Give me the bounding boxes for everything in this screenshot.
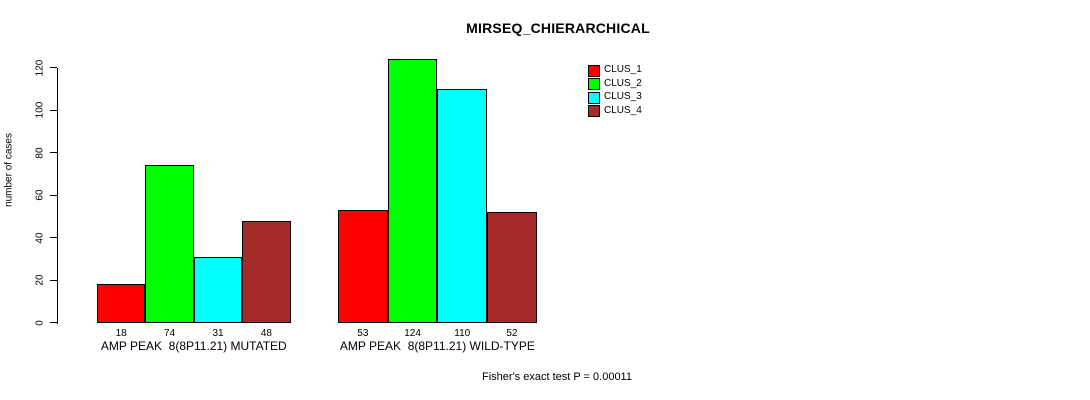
y-axis-title: number of cases: [3, 133, 15, 207]
bar-value-label: 52: [506, 327, 518, 339]
bar-clus_2-group2: [387, 59, 438, 323]
bar-value-label: 74: [164, 327, 176, 339]
y-tick-mark: [50, 109, 57, 111]
y-tick-label: 80: [34, 146, 46, 159]
bar-clus_4-group1: [242, 220, 291, 323]
bar-clus_3-group1: [193, 256, 243, 323]
bar-value-label: 110: [454, 327, 471, 339]
x-category-label: AMP PEAK 8(8P11.21) MUTATED: [100, 339, 287, 353]
y-axis-line: [57, 67, 58, 324]
y-tick-mark: [50, 152, 57, 153]
bar-value-label: 48: [260, 327, 272, 339]
bar-value-label: 53: [357, 327, 369, 339]
chart-title: MIRSEQ_CHIERARCHICAL: [466, 20, 650, 36]
bar-clus_1-group1: [97, 284, 146, 323]
y-tick-label: 120: [34, 59, 46, 76]
y-tick-label: 40: [34, 231, 46, 244]
bar-clus_3-group2: [437, 88, 488, 323]
legend-label-clus_3: CLUS_3: [604, 91, 642, 102]
bar-clus_1-group2: [338, 209, 388, 323]
y-tick-label: 100: [34, 101, 46, 119]
legend-swatch-clus_2: [588, 78, 600, 90]
bar-clus_2-group1: [145, 165, 194, 323]
y-tick-label: 60: [34, 189, 46, 201]
y-tick-label: 20: [34, 274, 46, 286]
bar-value-label: 31: [212, 327, 224, 339]
fisher-test-note: Fisher's exact test P = 0.00011: [482, 371, 632, 383]
y-tick-mark: [50, 279, 57, 281]
bar-value-label: 18: [115, 327, 127, 339]
y-tick-mark: [50, 194, 57, 196]
legend-label-clus_1: CLUS_1: [604, 64, 642, 75]
y-tick-mark: [50, 322, 57, 323]
legend-label-clus_2: CLUS_2: [604, 77, 642, 89]
bar-value-label: 124: [404, 327, 421, 339]
y-tick-mark: [50, 67, 57, 68]
y-tick-label: 0: [34, 319, 46, 326]
legend-swatch-clus_1: [588, 64, 600, 77]
x-category-label: AMP PEAK 8(8P11.21) WILD-TYPE: [339, 339, 535, 353]
bar-clus_4-group2: [487, 212, 537, 323]
legend-label-clus_4: CLUS_4: [604, 104, 642, 116]
y-tick-mark: [50, 237, 57, 238]
legend-swatch-clus_4: [588, 105, 600, 117]
legend-swatch-clus_3: [588, 91, 600, 104]
